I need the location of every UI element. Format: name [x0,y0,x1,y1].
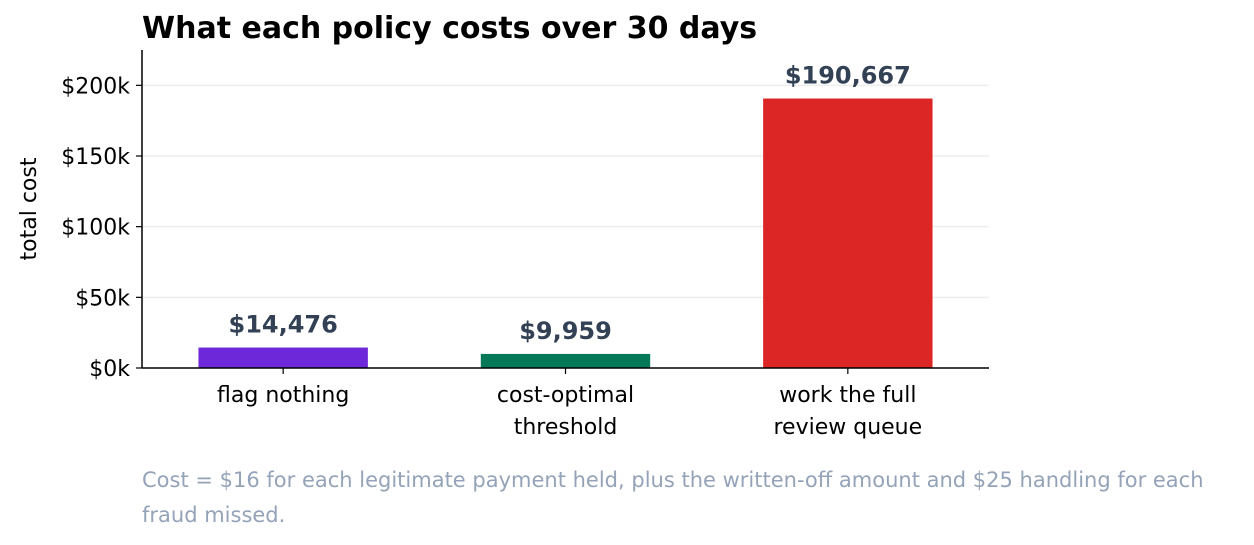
x-tick-label: work the full review queue [773,383,922,440]
x-tick-label-line: threshold [514,415,618,440]
chart-footnote: Cost = $16 for each legitimate payment h… [142,468,1204,527]
x-tick-label-line: flag nothing [217,383,349,408]
y-tick-label: $50k [75,286,130,311]
axes [136,50,989,374]
labels: $0k $50k $100k $150k $200k $14,476 flag nothin… [61,62,922,440]
y-tick-label: $150k [61,145,130,170]
x-tick-label-line: work the full [779,383,916,408]
y-tick-label: $100k [61,216,130,241]
bar [480,353,651,368]
chart-title: What each policy costs over 30 days [142,11,757,46]
bars [198,98,933,368]
y-tick-label: $200k [61,74,130,99]
x-tick-label-line: review queue [773,415,922,440]
bar-value-label: $14,476 [229,311,338,339]
bar-value-label: $190,667 [785,62,911,90]
bar [763,98,933,368]
bar-value-label: $9,959 [519,317,612,345]
x-tick-label-line: cost-optimal [497,383,634,408]
y-tick-label: $0k [89,357,130,382]
x-tick-label: cost-optimal threshold [497,383,634,440]
x-tick-label: flag nothing [217,383,349,408]
bar [198,347,368,368]
y-axis-label: total cost [17,157,42,260]
